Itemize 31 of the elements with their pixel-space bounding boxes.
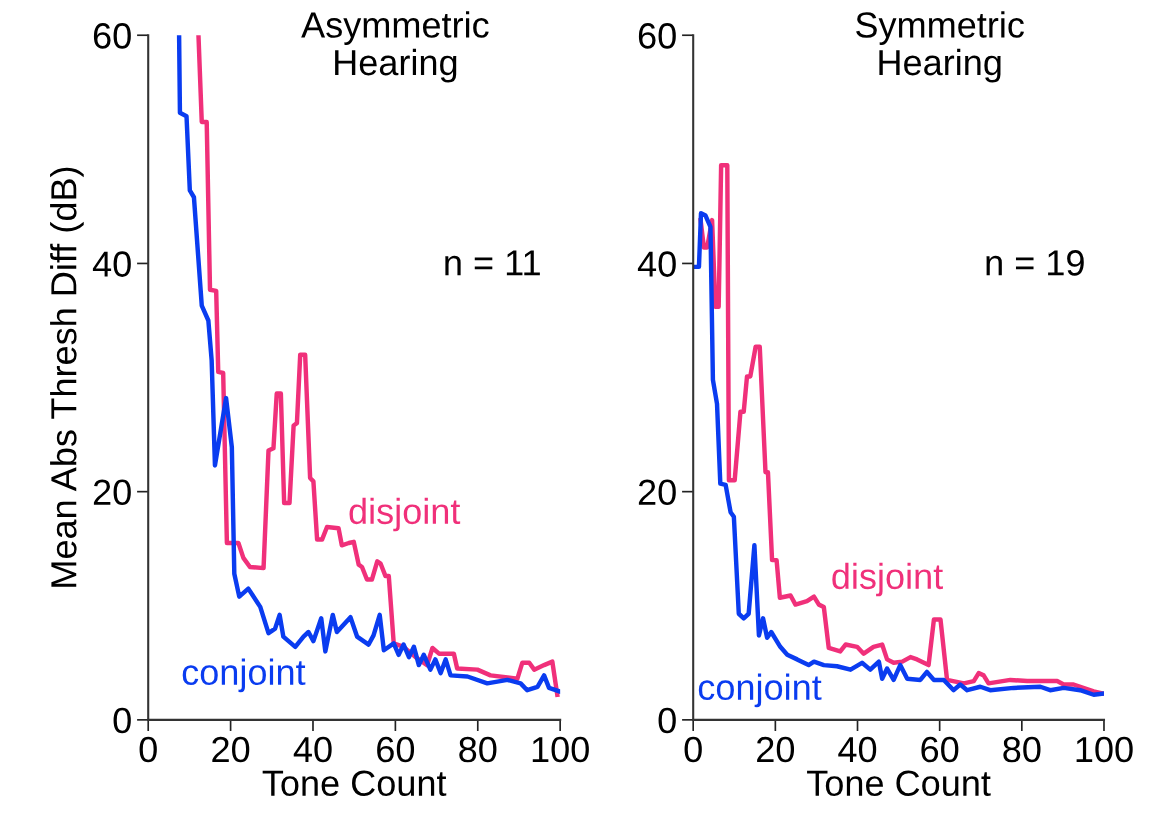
series-label: disjoint xyxy=(349,497,461,532)
series-label: conjoint xyxy=(698,673,822,708)
y-tick-label: 40 xyxy=(92,251,131,277)
y-tick-label: 60 xyxy=(93,23,131,49)
y-tick-label: 0 xyxy=(113,707,131,734)
x-axis-title: Tone Count xyxy=(807,770,991,797)
y-tick-label: 0 xyxy=(658,707,676,734)
x-tick-label: 80 xyxy=(459,736,497,763)
x-tick-label: 80 xyxy=(1003,736,1041,763)
x-tick-label: 40 xyxy=(838,736,877,763)
x-tick-label: 0 xyxy=(139,736,157,763)
x-tick-label: 40 xyxy=(293,736,332,763)
y-tick-label: 40 xyxy=(637,251,676,277)
x-tick-label: 20 xyxy=(757,736,795,763)
series-label: disjoint xyxy=(832,562,943,597)
x-tick-label: 100 xyxy=(532,736,589,763)
annotation: n = 19 xyxy=(986,250,1084,276)
y-tick-label: 20 xyxy=(93,479,131,506)
x-axis-title: Tone Count xyxy=(262,770,447,797)
y-tick-label: 20 xyxy=(638,479,676,506)
y-tick-label: 60 xyxy=(638,23,676,49)
annotation: n = 11 xyxy=(445,250,540,276)
x-tick-label: 100 xyxy=(1076,736,1133,763)
chart-title: Asymmetric Hearing xyxy=(301,11,489,83)
x-tick-label: 0 xyxy=(684,736,702,763)
x-tick-label: 20 xyxy=(212,736,250,763)
x-tick-label: 60 xyxy=(921,736,959,763)
y-axis-title: Mean Abs Thresh Diff (dB) xyxy=(50,167,84,587)
series-label: conjoint xyxy=(182,658,306,693)
x-tick-label: 60 xyxy=(377,736,415,763)
chart-title: Symmetric Hearing xyxy=(856,11,1024,83)
